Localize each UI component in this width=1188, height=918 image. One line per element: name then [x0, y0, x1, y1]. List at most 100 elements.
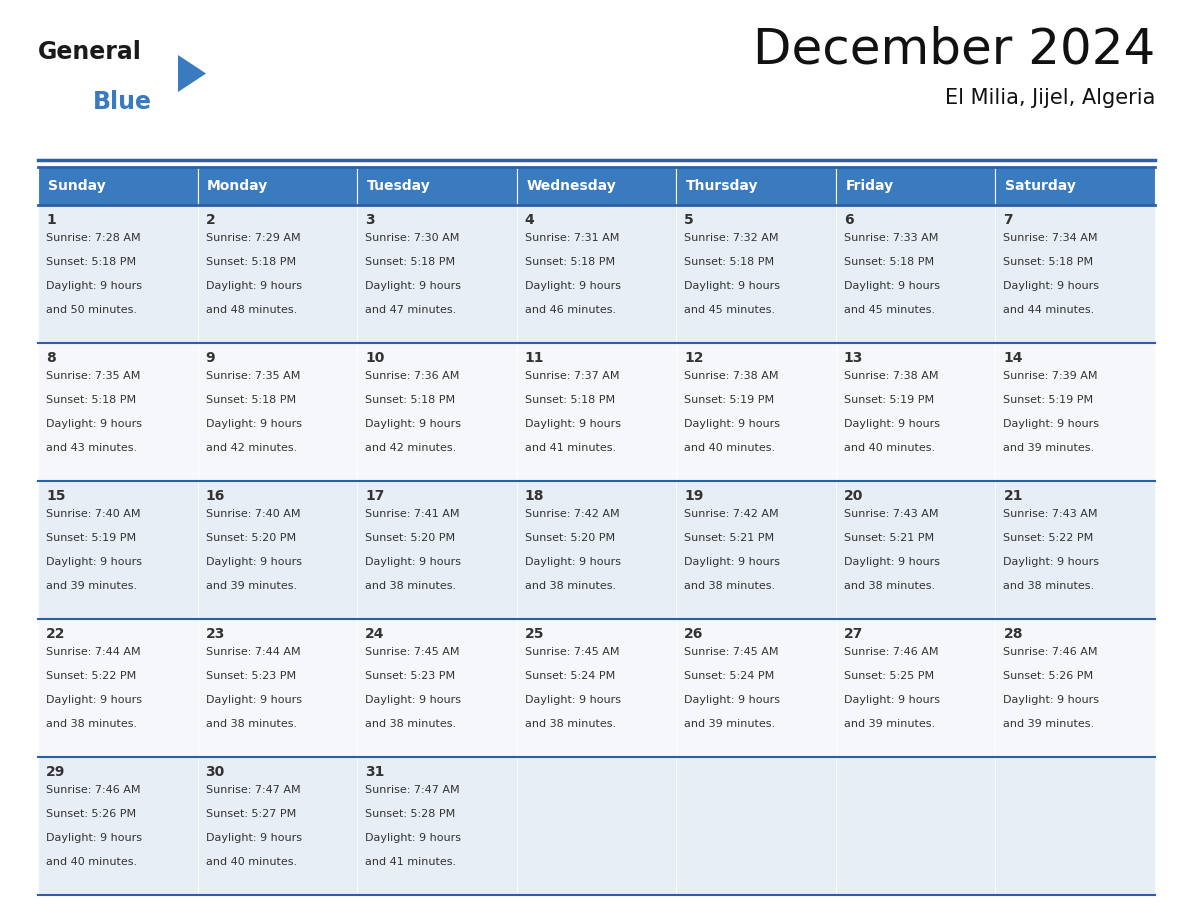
- Text: Sunrise: 7:47 AM: Sunrise: 7:47 AM: [206, 785, 301, 795]
- Bar: [836, 619, 996, 757]
- Text: Sunset: 5:18 PM: Sunset: 5:18 PM: [365, 257, 455, 267]
- Text: 27: 27: [843, 627, 864, 641]
- Text: 11: 11: [525, 351, 544, 365]
- Text: 5: 5: [684, 213, 694, 227]
- Text: Sunrise: 7:44 AM: Sunrise: 7:44 AM: [46, 647, 140, 657]
- Text: December 2024: December 2024: [753, 25, 1155, 73]
- Text: Sunset: 5:24 PM: Sunset: 5:24 PM: [525, 671, 615, 681]
- Text: Sunrise: 7:46 AM: Sunrise: 7:46 AM: [843, 647, 939, 657]
- Polygon shape: [178, 55, 206, 92]
- Text: Sunset: 5:18 PM: Sunset: 5:18 PM: [684, 257, 775, 267]
- Bar: [996, 619, 1155, 757]
- Text: and 48 minutes.: and 48 minutes.: [206, 306, 297, 316]
- Text: and 47 minutes.: and 47 minutes.: [365, 306, 456, 316]
- Text: and 38 minutes.: and 38 minutes.: [525, 581, 615, 591]
- Text: 10: 10: [365, 351, 385, 365]
- Text: Sunday: Sunday: [48, 179, 106, 193]
- Text: Daylight: 9 hours: Daylight: 9 hours: [1004, 557, 1099, 567]
- Bar: [358, 343, 517, 481]
- Text: and 39 minutes.: and 39 minutes.: [843, 720, 935, 730]
- Bar: [197, 205, 358, 343]
- Text: 26: 26: [684, 627, 703, 641]
- Text: 4: 4: [525, 213, 535, 227]
- Text: Sunset: 5:18 PM: Sunset: 5:18 PM: [843, 257, 934, 267]
- Bar: [197, 757, 358, 895]
- Text: Sunrise: 7:45 AM: Sunrise: 7:45 AM: [365, 647, 460, 657]
- Bar: [517, 619, 676, 757]
- Text: Sunset: 5:21 PM: Sunset: 5:21 PM: [843, 533, 934, 543]
- Text: Sunrise: 7:28 AM: Sunrise: 7:28 AM: [46, 233, 140, 243]
- Text: Daylight: 9 hours: Daylight: 9 hours: [843, 557, 940, 567]
- Bar: [197, 343, 358, 481]
- Text: Sunset: 5:26 PM: Sunset: 5:26 PM: [1004, 671, 1093, 681]
- Text: 17: 17: [365, 489, 385, 503]
- Text: Sunrise: 7:38 AM: Sunrise: 7:38 AM: [684, 371, 779, 381]
- Bar: [197, 619, 358, 757]
- Bar: [676, 619, 836, 757]
- Bar: [38, 205, 197, 343]
- Bar: [517, 205, 676, 343]
- Text: Sunrise: 7:45 AM: Sunrise: 7:45 AM: [525, 647, 619, 657]
- Text: Sunrise: 7:47 AM: Sunrise: 7:47 AM: [365, 785, 460, 795]
- Text: Sunset: 5:19 PM: Sunset: 5:19 PM: [1004, 395, 1093, 405]
- Text: 1: 1: [46, 213, 56, 227]
- Text: Sunset: 5:19 PM: Sunset: 5:19 PM: [46, 533, 137, 543]
- Text: Sunrise: 7:34 AM: Sunrise: 7:34 AM: [1004, 233, 1098, 243]
- Text: Daylight: 9 hours: Daylight: 9 hours: [684, 557, 781, 567]
- Text: Sunset: 5:19 PM: Sunset: 5:19 PM: [684, 395, 775, 405]
- Text: Daylight: 9 hours: Daylight: 9 hours: [525, 695, 620, 705]
- Text: and 38 minutes.: and 38 minutes.: [843, 581, 935, 591]
- Text: and 40 minutes.: and 40 minutes.: [684, 443, 776, 453]
- Bar: [996, 167, 1155, 205]
- Bar: [517, 343, 676, 481]
- Bar: [836, 343, 996, 481]
- Text: 22: 22: [46, 627, 65, 641]
- Bar: [38, 343, 197, 481]
- Text: Sunrise: 7:46 AM: Sunrise: 7:46 AM: [1004, 647, 1098, 657]
- Text: Sunrise: 7:38 AM: Sunrise: 7:38 AM: [843, 371, 939, 381]
- Text: Sunrise: 7:46 AM: Sunrise: 7:46 AM: [46, 785, 140, 795]
- Text: Sunrise: 7:40 AM: Sunrise: 7:40 AM: [46, 509, 140, 519]
- Text: Sunrise: 7:32 AM: Sunrise: 7:32 AM: [684, 233, 779, 243]
- Bar: [517, 167, 676, 205]
- Text: and 39 minutes.: and 39 minutes.: [1004, 443, 1094, 453]
- Text: Sunset: 5:18 PM: Sunset: 5:18 PM: [365, 395, 455, 405]
- Text: and 38 minutes.: and 38 minutes.: [365, 720, 456, 730]
- Text: 23: 23: [206, 627, 225, 641]
- Bar: [358, 757, 517, 895]
- Text: 9: 9: [206, 351, 215, 365]
- Text: Sunrise: 7:39 AM: Sunrise: 7:39 AM: [1004, 371, 1098, 381]
- Text: and 50 minutes.: and 50 minutes.: [46, 306, 137, 316]
- Text: Daylight: 9 hours: Daylight: 9 hours: [365, 557, 461, 567]
- Text: and 41 minutes.: and 41 minutes.: [365, 857, 456, 868]
- Text: Sunrise: 7:43 AM: Sunrise: 7:43 AM: [843, 509, 939, 519]
- Text: Wednesday: Wednesday: [526, 179, 617, 193]
- Text: Sunset: 5:18 PM: Sunset: 5:18 PM: [525, 395, 615, 405]
- Text: Sunrise: 7:45 AM: Sunrise: 7:45 AM: [684, 647, 779, 657]
- Text: Sunrise: 7:41 AM: Sunrise: 7:41 AM: [365, 509, 460, 519]
- Text: Daylight: 9 hours: Daylight: 9 hours: [525, 557, 620, 567]
- Text: Sunset: 5:18 PM: Sunset: 5:18 PM: [46, 395, 137, 405]
- Text: Daylight: 9 hours: Daylight: 9 hours: [365, 281, 461, 291]
- Text: Daylight: 9 hours: Daylight: 9 hours: [1004, 281, 1099, 291]
- Bar: [996, 757, 1155, 895]
- Text: 31: 31: [365, 765, 385, 779]
- Text: Daylight: 9 hours: Daylight: 9 hours: [365, 695, 461, 705]
- Text: 28: 28: [1004, 627, 1023, 641]
- Text: Sunset: 5:24 PM: Sunset: 5:24 PM: [684, 671, 775, 681]
- Text: Sunrise: 7:43 AM: Sunrise: 7:43 AM: [1004, 509, 1098, 519]
- Text: and 44 minutes.: and 44 minutes.: [1004, 306, 1094, 316]
- Bar: [358, 167, 517, 205]
- Text: Sunrise: 7:42 AM: Sunrise: 7:42 AM: [684, 509, 779, 519]
- Text: Sunset: 5:18 PM: Sunset: 5:18 PM: [525, 257, 615, 267]
- Text: Daylight: 9 hours: Daylight: 9 hours: [206, 695, 302, 705]
- Text: 19: 19: [684, 489, 703, 503]
- Bar: [836, 167, 996, 205]
- Bar: [836, 757, 996, 895]
- Bar: [358, 619, 517, 757]
- Text: and 38 minutes.: and 38 minutes.: [1004, 581, 1094, 591]
- Text: Sunrise: 7:33 AM: Sunrise: 7:33 AM: [843, 233, 939, 243]
- Text: Sunrise: 7:42 AM: Sunrise: 7:42 AM: [525, 509, 619, 519]
- Text: 29: 29: [46, 765, 65, 779]
- Text: 15: 15: [46, 489, 65, 503]
